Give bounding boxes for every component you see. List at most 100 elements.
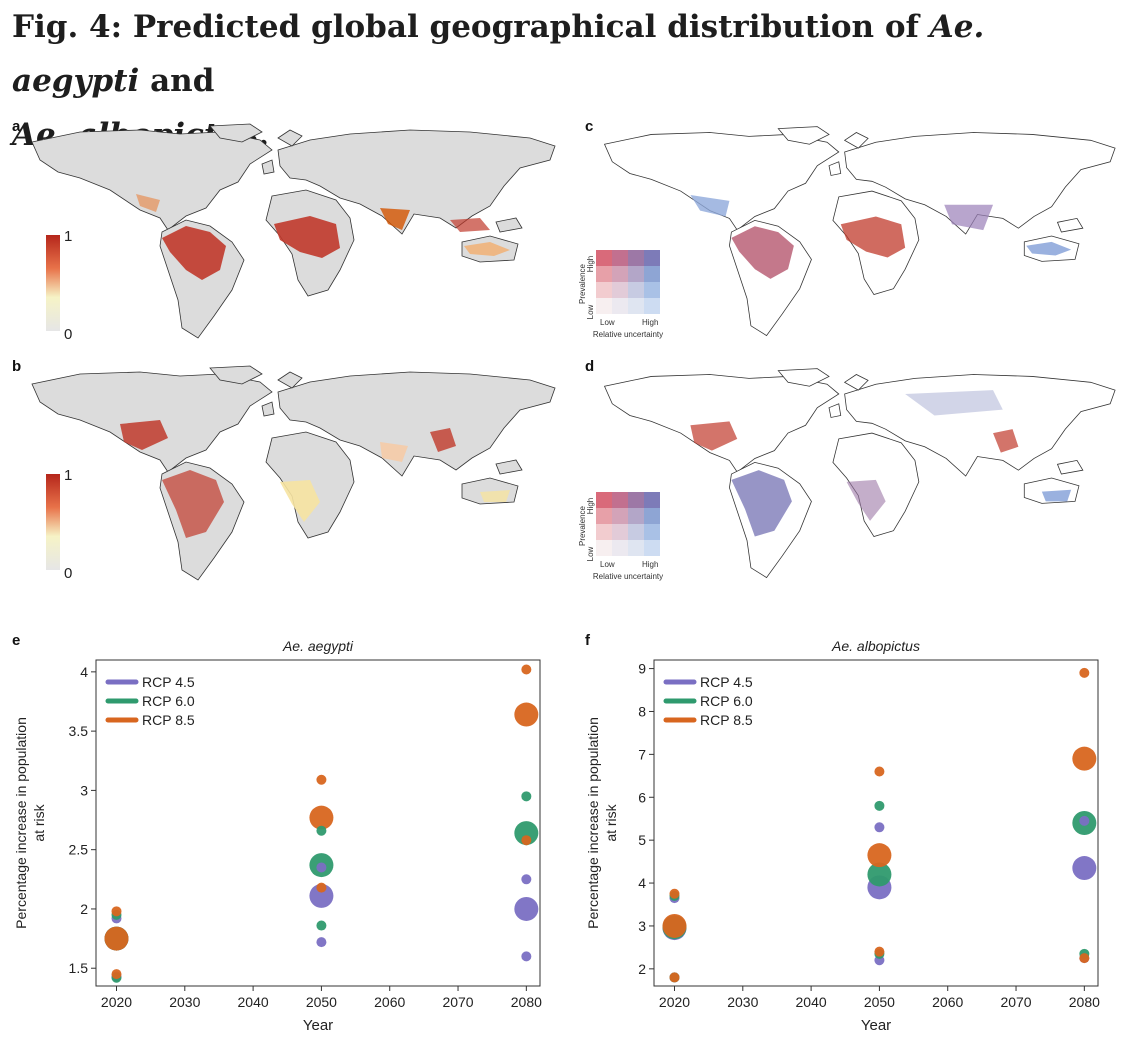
data-point: [874, 766, 885, 777]
data-point: [1079, 815, 1090, 826]
panel-label-e: e: [12, 632, 21, 649]
x-tick-label: 2080: [1069, 994, 1100, 1010]
data-point: [874, 822, 885, 833]
colorbar-b-max: 1: [64, 467, 73, 484]
data-point: [867, 843, 892, 868]
y-tick-label: 2: [80, 901, 88, 917]
x-tick-label: 2040: [238, 994, 269, 1010]
chart-f-albopictus: Ae. albopictus 2020 2030 2040 2050 2060 2070 20…: [585, 638, 1100, 1034]
y-tick-label: 5: [638, 832, 646, 848]
data-point: [514, 896, 539, 921]
x-tick-label: 2020: [101, 994, 132, 1010]
panel-label-b: b: [12, 358, 22, 375]
colorbar-a-min: 0: [64, 326, 73, 343]
data-point: [514, 702, 539, 727]
legend-c-y-low: Low: [586, 304, 595, 319]
data-point: [521, 791, 532, 802]
y-tick-label: 7: [638, 746, 646, 762]
y-tick-label: 3: [638, 918, 646, 934]
legend-label: RCP 8.5: [700, 712, 753, 728]
y-axis-label-line2: at risk: [31, 803, 47, 841]
data-point: [521, 874, 532, 885]
data-point: [1079, 667, 1090, 678]
map-d-albopictus-uncertainty: [603, 368, 1116, 579]
x-axis-label: Year: [303, 1017, 333, 1034]
colorbar-b-min: 0: [64, 565, 73, 582]
x-tick-label: 2060: [932, 994, 963, 1010]
legend-d-y-axis: Prevalence: [578, 505, 587, 546]
data-point: [1079, 953, 1090, 964]
y-tick-label: 4: [638, 875, 646, 891]
data-point: [111, 906, 122, 917]
y-tick-label: 3.5: [69, 723, 89, 739]
y-axis-label: Percentage increase in population: [585, 717, 601, 929]
legend-c-x-low: Low: [600, 318, 615, 327]
legend-d-x-low: Low: [600, 560, 615, 569]
data-point: [316, 825, 327, 836]
data-point: [521, 951, 532, 962]
panel-label-c: c: [585, 118, 594, 135]
y-tick-label: 2.5: [69, 842, 89, 858]
legend-label: RCP 6.0: [142, 693, 195, 709]
data-point: [1072, 856, 1097, 881]
species-a-name: Ae. aegypti: [12, 9, 985, 99]
y-axis-label: Percentage increase in population: [13, 717, 29, 929]
y-tick-label: 4: [80, 664, 88, 680]
title-and: and: [139, 63, 215, 99]
legend-label: RCP 4.5: [142, 674, 195, 690]
legend-c-y-high: High: [586, 256, 595, 272]
data-point: [1072, 746, 1097, 771]
map-c-aegypti-uncertainty: [603, 126, 1116, 337]
colorbar-a: [46, 235, 60, 331]
y-tick-label: 9: [638, 661, 646, 677]
title-end: .: [258, 117, 270, 153]
y-axis-label-line2: at risk: [603, 803, 619, 841]
plot-frame: [95, 659, 541, 987]
x-axis-label: Year: [861, 1017, 891, 1034]
y-tick-label: 2: [638, 961, 646, 977]
chart-e-aegypti: Ae. aegypti 2020 2030 2040 2050 2060 2070 2080 1…: [13, 638, 542, 1034]
x-tick-label: 2080: [511, 994, 542, 1010]
legend-c-x-axis: Relative uncertainty: [593, 330, 663, 339]
data-point: [316, 774, 327, 785]
legend-d-x-axis: Relative uncertainty: [593, 572, 663, 581]
legend-label: RCP 6.0: [700, 693, 753, 709]
data-point: [521, 664, 532, 675]
y-tick-label: 6: [638, 789, 646, 805]
x-tick-label: 2070: [442, 994, 473, 1010]
chart-title: Ae. aegypti: [282, 638, 354, 654]
data-point: [316, 937, 327, 948]
colorbar-a-max: 1: [64, 228, 73, 245]
legend-label: RCP 4.5: [700, 674, 753, 690]
x-tick-label: 2040: [796, 994, 827, 1010]
colorbar-b: [46, 474, 60, 570]
data-point: [662, 913, 687, 938]
data-point: [669, 888, 680, 899]
legend-2d-d: Prevalence Low High Low High Relative un…: [578, 492, 663, 581]
y-tick-label: 3: [80, 782, 88, 798]
legend-c-x-high: High: [642, 318, 658, 327]
plot-frame: [653, 659, 1099, 987]
y-tick-label: 1.5: [69, 960, 89, 976]
data-point: [111, 969, 122, 980]
panel-label-a: a: [12, 118, 21, 135]
x-tick-label: 2050: [306, 994, 337, 1010]
data-point: [316, 862, 327, 873]
x-tick-label: 2070: [1000, 994, 1031, 1010]
legend-label: RCP 8.5: [142, 712, 195, 728]
data-point: [874, 946, 885, 957]
x-tick-label: 2020: [659, 994, 690, 1010]
data-point: [104, 926, 129, 951]
data-point: [514, 821, 539, 846]
data-point: [309, 805, 334, 830]
x-tick-label: 2030: [169, 994, 200, 1010]
panel-label-d: d: [585, 358, 595, 375]
map-a-aegypti-prevalence: [31, 123, 556, 339]
legend-d-x-high: High: [642, 560, 658, 569]
x-tick-label: 2050: [864, 994, 895, 1010]
data-point: [316, 882, 327, 893]
data-point: [521, 835, 532, 846]
x-tick-label: 2030: [727, 994, 758, 1010]
legend-2d-c: Prevalence Low High Low High Relative un…: [578, 250, 663, 339]
data-point: [316, 920, 327, 931]
